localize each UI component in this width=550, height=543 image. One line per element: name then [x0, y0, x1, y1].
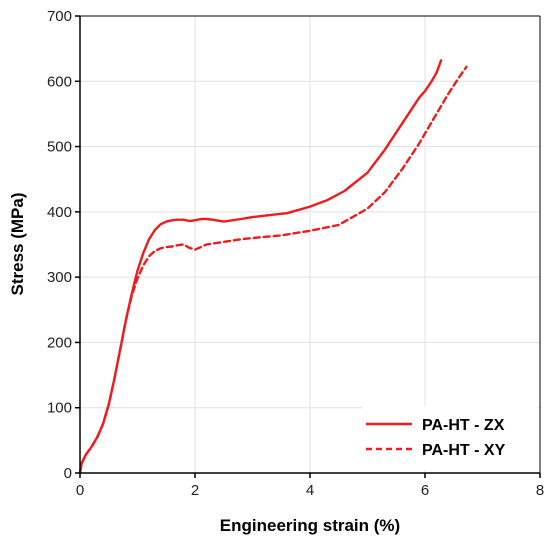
x-tick-label-2: 4 [306, 482, 314, 499]
y-tick-label-6: 600 [47, 73, 72, 90]
legend-box [362, 406, 538, 470]
x-tick-label-3: 6 [421, 482, 429, 499]
axes [75, 15, 541, 478]
legend-label-1: PA-HT - XY [422, 442, 506, 459]
tick-labels: 0 2 4 6 8 0 100 200 300 400 500 600 700 [47, 8, 544, 499]
y-tick-label-7: 700 [47, 8, 72, 25]
x-tick-label-0: 0 [76, 482, 84, 499]
grid-lines [80, 15, 541, 473]
x-tick-label-4: 8 [536, 482, 544, 499]
y-tick-label-1: 100 [47, 400, 72, 417]
x-tick-label-1: 2 [191, 482, 199, 499]
legend-label-0: PA-HT - ZX [422, 417, 505, 434]
y-tick-label-4: 400 [47, 204, 72, 221]
y-tick-label-0: 0 [64, 465, 72, 482]
series-lines [78, 59, 468, 475]
y-tick-label-3: 300 [47, 269, 72, 286]
y-tick-label-2: 200 [47, 334, 72, 351]
legend: PA-HT - ZX PA-HT - XY [362, 406, 538, 470]
x-axis-title: Engineering strain (%) [220, 516, 400, 535]
y-tick-label-5: 500 [47, 139, 72, 156]
series-line-1 [78, 65, 468, 475]
y-axis-title: Stress (MPa) [8, 193, 27, 296]
